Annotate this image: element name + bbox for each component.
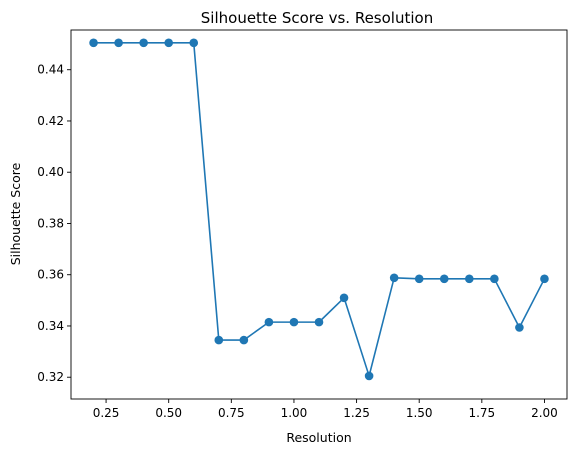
data-point — [339, 293, 349, 303]
x-tick-label: 1.25 — [343, 406, 370, 420]
y-tick-label: 0.38 — [37, 216, 64, 230]
x-tick-label: 0.50 — [155, 406, 182, 420]
y-tick-label: 0.44 — [37, 63, 64, 77]
data-point — [414, 274, 424, 284]
data-point — [239, 335, 249, 345]
plot-frame — [70, 29, 568, 400]
data-point — [490, 274, 499, 284]
data-point — [439, 274, 449, 284]
y-tick-label: 0.40 — [37, 165, 64, 179]
x-axis-label: Resolution — [286, 430, 351, 445]
data-point — [139, 38, 148, 48]
data-point — [264, 317, 274, 327]
x-tick-label: 1.00 — [281, 406, 308, 420]
data-point — [289, 317, 299, 327]
data-point — [89, 38, 98, 48]
data-point — [114, 38, 123, 48]
y-tick-label: 0.32 — [37, 370, 64, 384]
data-point — [314, 317, 324, 327]
data-point — [164, 38, 173, 48]
data-point — [389, 273, 399, 283]
data-point — [540, 274, 549, 284]
x-tick-label: 1.50 — [406, 406, 433, 420]
data-point — [515, 323, 524, 332]
data-point — [364, 371, 374, 381]
x-tick-label: 1.75 — [468, 406, 495, 420]
x-tick-label: 2.00 — [531, 406, 558, 420]
x-tick-label: 0.75 — [218, 406, 245, 420]
data-point — [465, 274, 474, 284]
y-tick-label: 0.34 — [37, 319, 64, 333]
y-axis-label: Silhouette Score — [8, 162, 23, 265]
y-tick-label: 0.42 — [37, 114, 64, 128]
data-point — [189, 38, 199, 48]
data-point — [214, 335, 224, 345]
chart-title: Silhouette Score vs. Resolution — [201, 9, 433, 27]
x-tick-label: 0.25 — [93, 406, 120, 420]
y-tick-label: 0.36 — [37, 268, 64, 282]
